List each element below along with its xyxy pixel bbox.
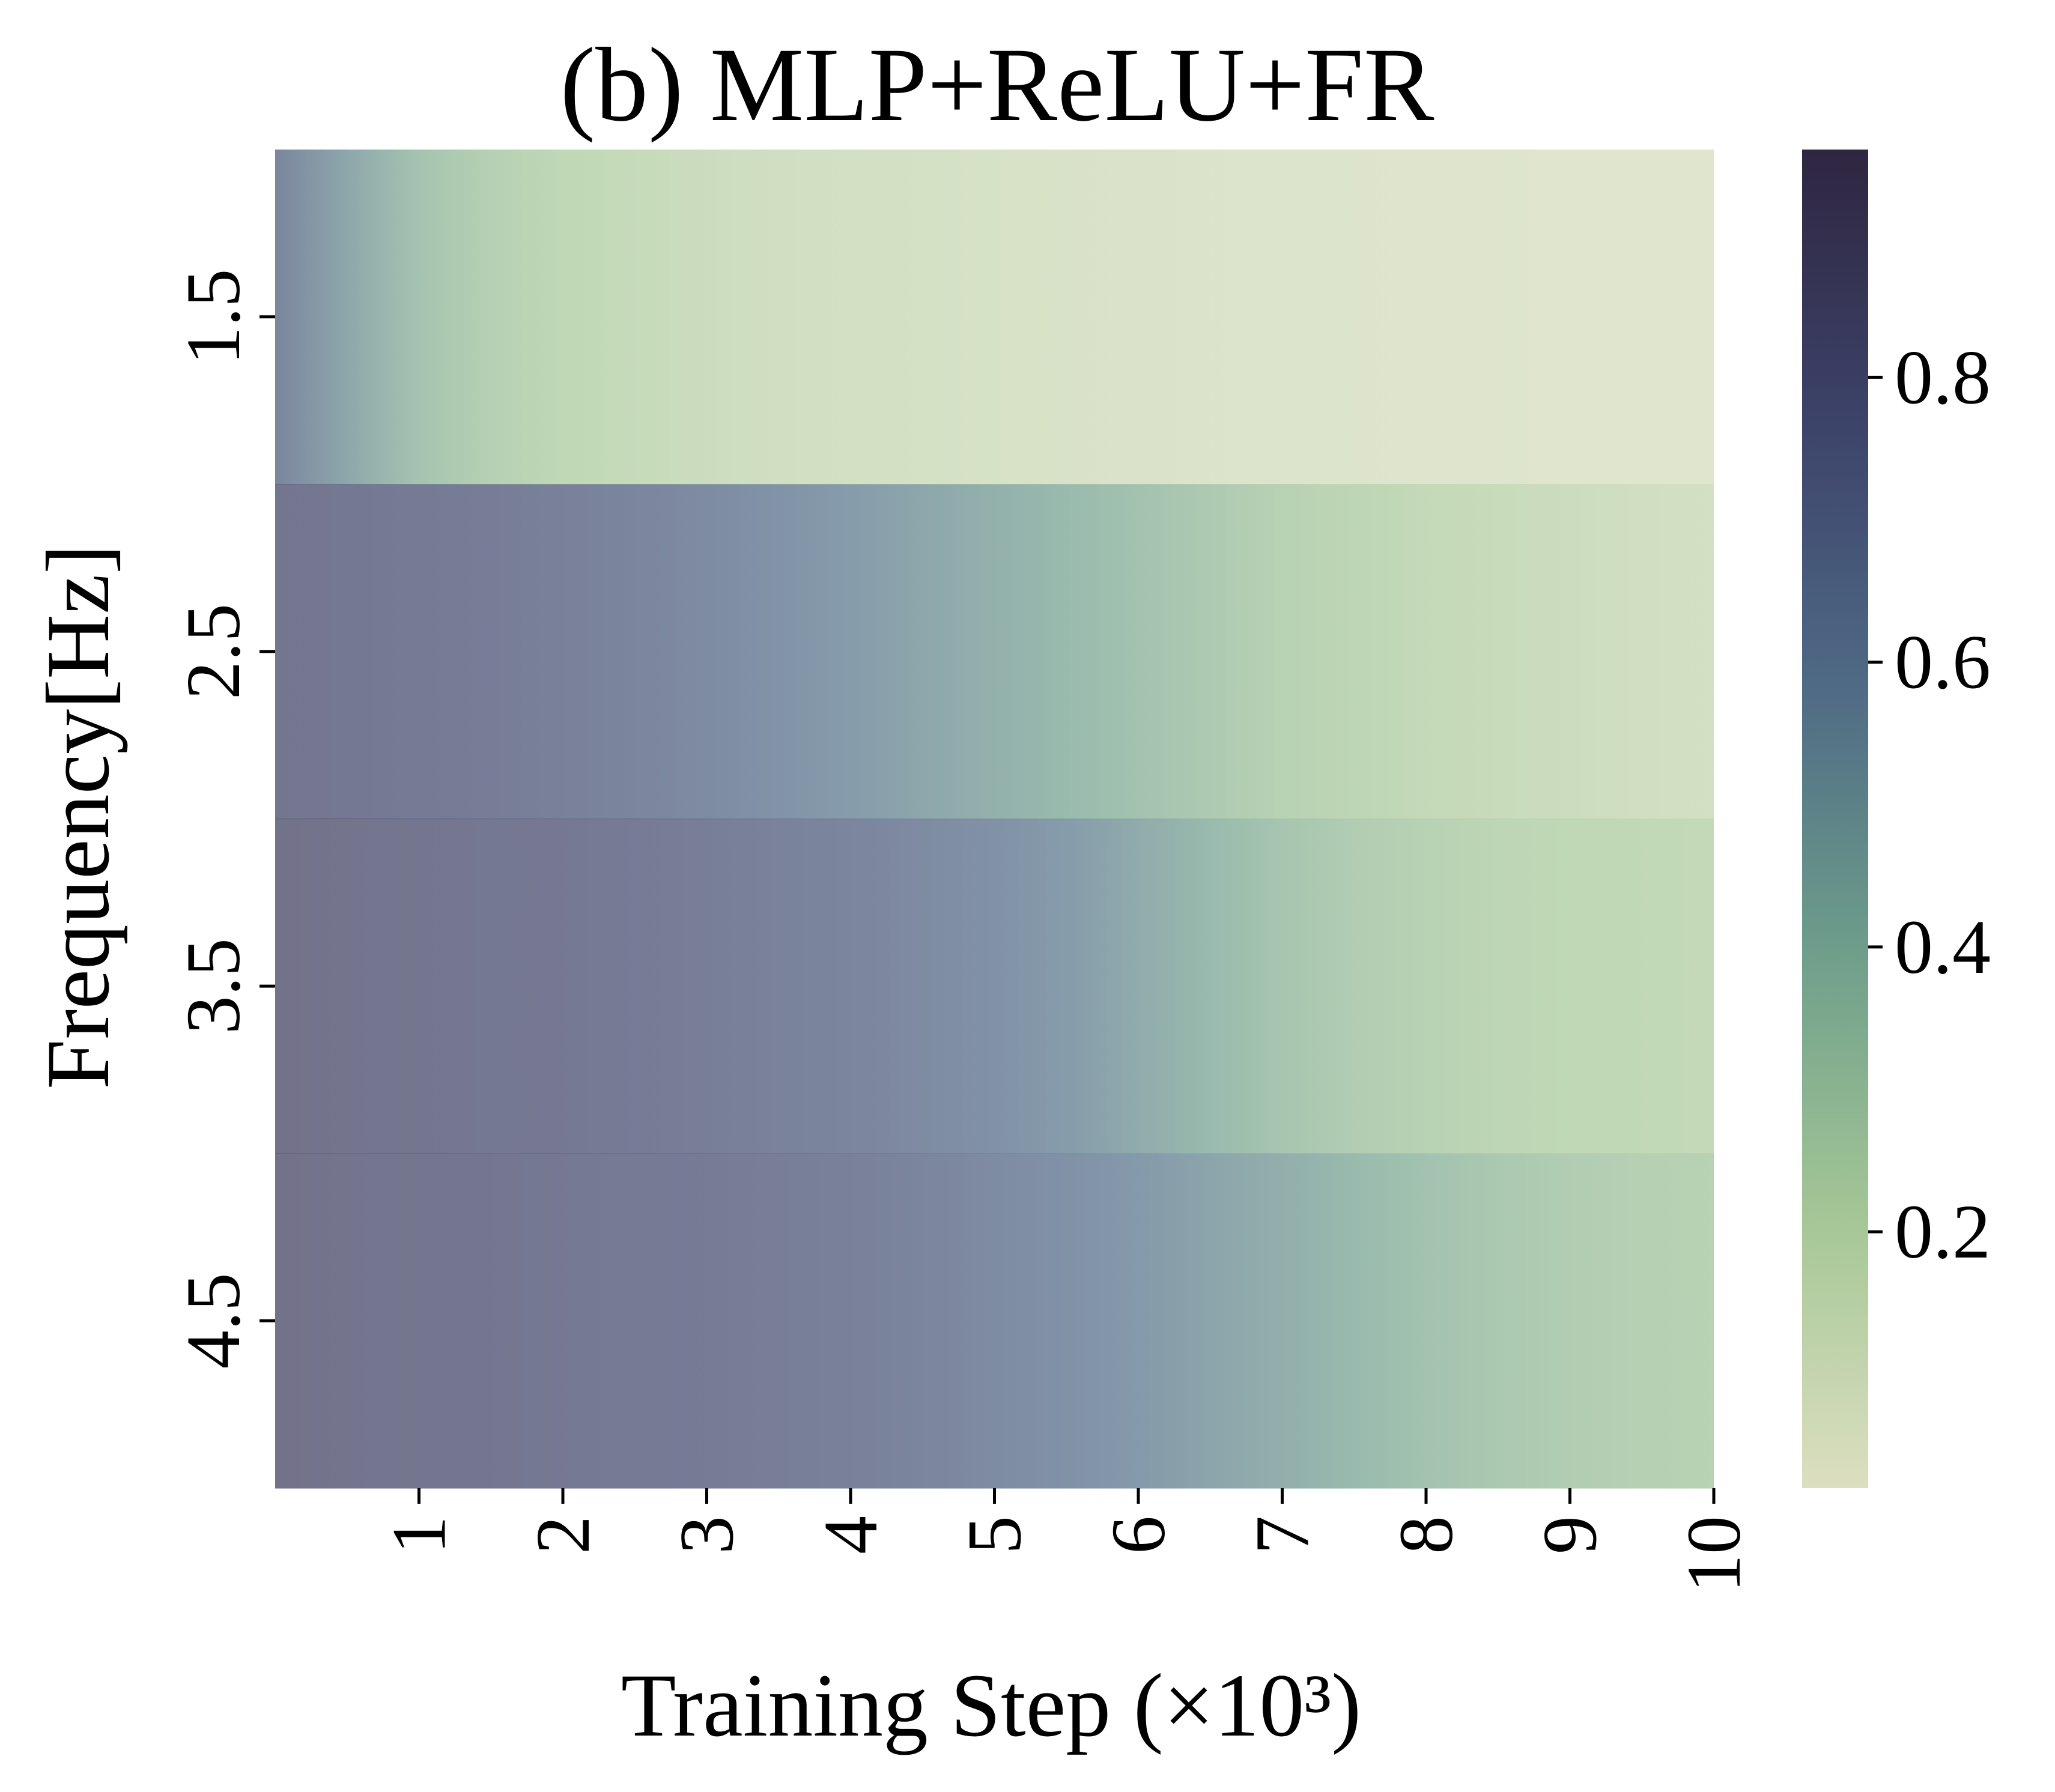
x-tick-label: 6: [1096, 1516, 1181, 1554]
x-tick-label: 3: [664, 1516, 750, 1554]
x-axis-label: Training Step (×10³): [621, 1656, 1361, 1755]
heatmap-row-2.5: [275, 484, 1714, 820]
y-tick-label: 1.5: [171, 269, 256, 365]
x-tick-label: 10: [1671, 1516, 1756, 1593]
colorbar: [1802, 150, 1868, 1488]
x-tick-label: 7: [1240, 1516, 1325, 1554]
x-tick-label: 4: [808, 1516, 893, 1554]
y-axis: 1.5 2.5 3.5 4.5: [171, 269, 275, 1369]
colorbar-tick-label: 0.8: [1895, 334, 1991, 420]
x-tick-label: 5: [952, 1516, 1037, 1554]
x-tick-label: 8: [1383, 1516, 1469, 1554]
heatmap-row-4.5: [275, 1153, 1714, 1489]
y-axis-label: Frequency[Hz]: [28, 544, 128, 1089]
y-tick-label: 2.5: [171, 604, 256, 700]
colorbar-tick-label: 0.4: [1895, 904, 1991, 990]
y-tick-label: 4.5: [171, 1273, 256, 1369]
chart-title: (b) MLP+ReLU+FR: [560, 26, 1434, 144]
x-tick-label: 1: [377, 1516, 462, 1554]
heatmap-rows: [275, 150, 1714, 1489]
colorbar-tick-label: 0.6: [1895, 620, 1991, 705]
x-tick-label: 9: [1528, 1516, 1613, 1554]
heatmap-row-3.5: [275, 819, 1714, 1154]
heatmap-row-1.5: [275, 150, 1714, 485]
colorbar-tick-label: 0.2: [1895, 1189, 1991, 1274]
y-tick-label: 3.5: [171, 938, 256, 1034]
x-tick-label: 2: [520, 1516, 606, 1554]
x-axis: 1 2 3 4 5 6 7 8 9 10: [377, 1488, 1756, 1593]
colorbar-ticks: 0.2 0.4 0.6 0.8: [1868, 334, 1991, 1274]
